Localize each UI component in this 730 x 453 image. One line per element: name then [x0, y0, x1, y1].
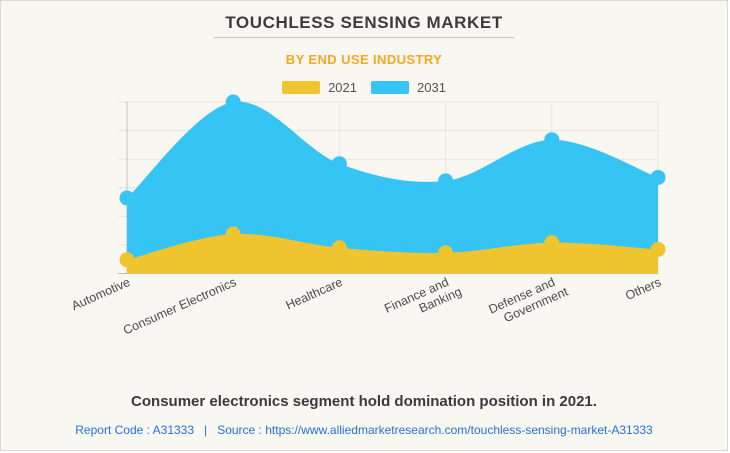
point-2031-others[interactable]	[650, 169, 666, 185]
chart-subtitle: BY END USE INDUSTRY	[285, 52, 443, 67]
point-2031-automotive[interactable]	[119, 190, 135, 206]
area-2031	[127, 101, 658, 274]
x-axis-label: Healthcare	[284, 275, 345, 312]
x-axis-label: Consumer Electronics	[121, 275, 238, 338]
x-axis-label: Automotive	[69, 275, 132, 313]
area-2021	[127, 233, 658, 274]
source-url-link[interactable]: https://www.alliedmarketresearch.com/tou…	[265, 423, 653, 437]
page-title: TOUCHLESS SENSING MARKET	[225, 13, 503, 32]
point-2021-automotive[interactable]	[119, 252, 135, 268]
legend-swatch-2021	[282, 81, 321, 94]
legend-label-2031: 2031	[417, 80, 446, 95]
report-separator: |	[204, 423, 208, 437]
x-axis-label: Finance andBanking	[382, 272, 464, 329]
legend-item-2021[interactable]: 2021	[282, 80, 357, 95]
point-2031-healthcare[interactable]	[331, 156, 347, 172]
point-2021-finance-and-banking[interactable]	[438, 245, 454, 261]
legend-item-2031[interactable]: 2031	[371, 80, 446, 95]
point-2031-finance-and-banking[interactable]	[438, 173, 454, 189]
x-axis-label: Others	[623, 275, 663, 303]
legend: 2021 2031	[1, 80, 727, 95]
point-2031-consumer-electronics[interactable]	[225, 94, 241, 110]
point-2021-defense-and-government[interactable]	[544, 235, 560, 251]
legend-swatch-2031	[371, 81, 409, 94]
legend-label-2021: 2021	[328, 80, 357, 95]
point-2021-healthcare[interactable]	[331, 240, 347, 256]
report-line: Report Code : A31333 | Source : https://…	[1, 423, 727, 437]
title-divider	[214, 37, 514, 38]
report-code-text: Report Code : A31333	[75, 423, 195, 437]
takeaway-note: Consumer electronics segment hold domina…	[131, 393, 597, 410]
point-2021-others[interactable]	[650, 241, 666, 257]
point-2021-consumer-electronics[interactable]	[225, 226, 241, 242]
source-label: Source :	[217, 423, 262, 437]
x-axis-label: Defense andGovernment	[487, 271, 571, 329]
point-2031-defense-and-government[interactable]	[544, 132, 560, 148]
